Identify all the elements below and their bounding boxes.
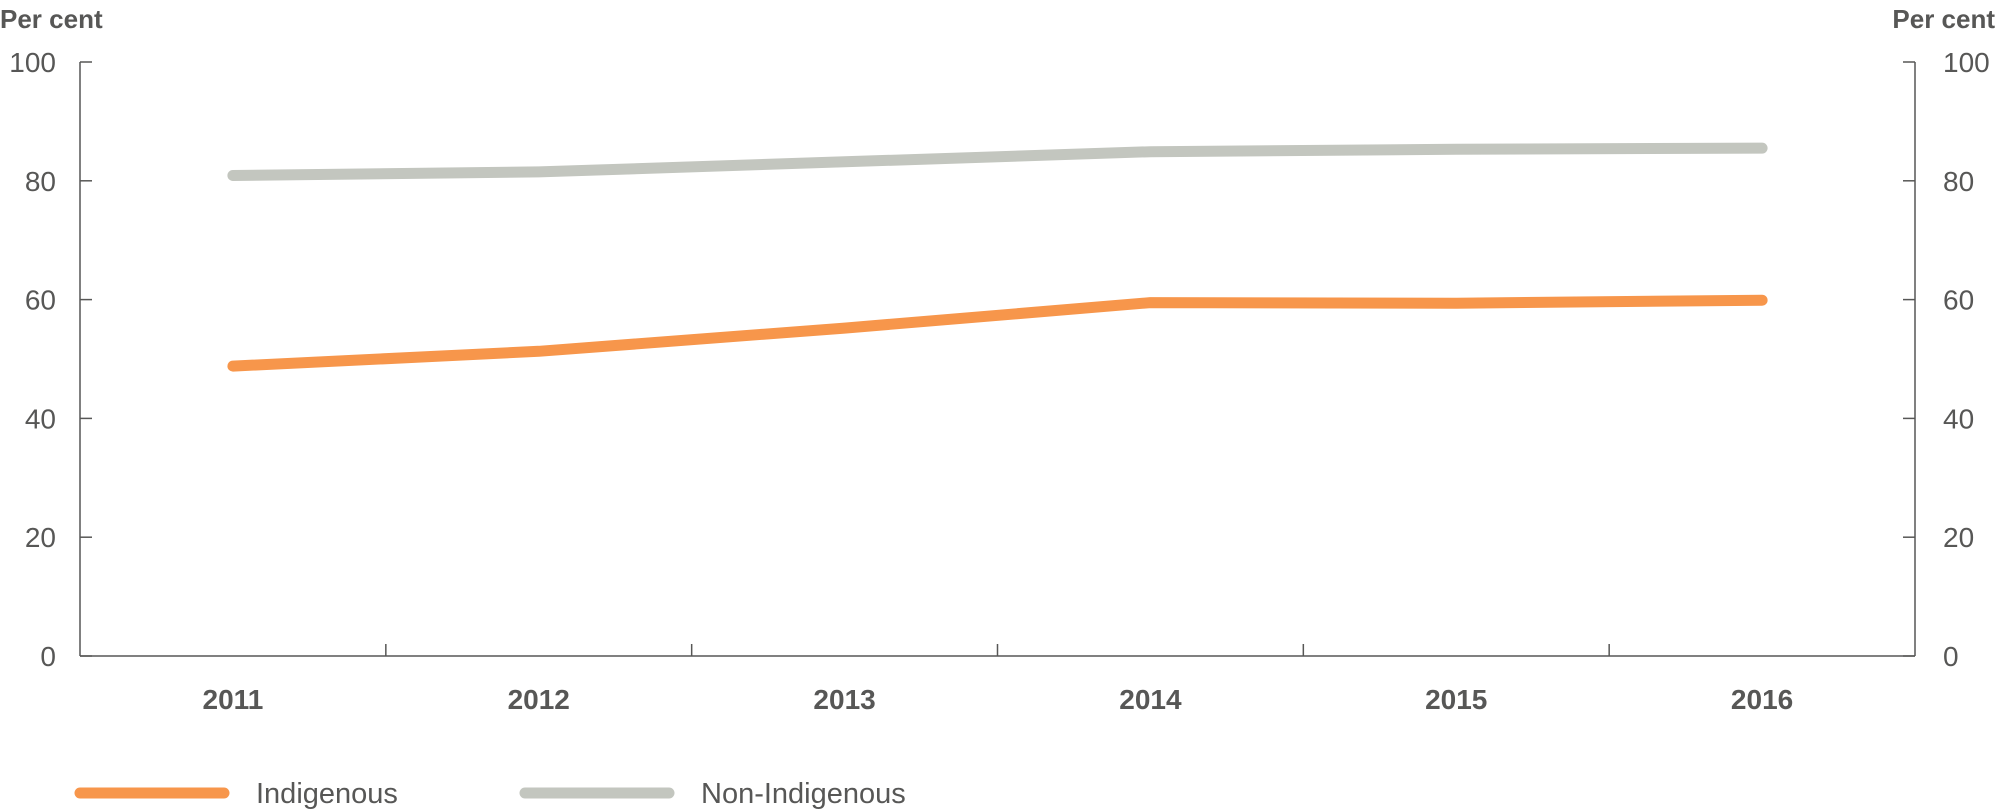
left-y-tick-label: 20 bbox=[25, 522, 56, 553]
x-tick-label: 2012 bbox=[508, 684, 570, 715]
x-tick-label: 2011 bbox=[203, 684, 264, 715]
x-tick-label: 2013 bbox=[813, 684, 875, 715]
axes bbox=[79, 61, 1916, 657]
left-y-tick-label: 40 bbox=[25, 403, 56, 434]
legend-label-indigenous: Indigenous bbox=[256, 778, 398, 810]
left-y-tick-label: 80 bbox=[25, 166, 56, 197]
series-lines bbox=[227, 142, 1768, 372]
series-line-indigenous bbox=[227, 294, 1768, 372]
tick-labels: 0 0 20 20 40 40 60 60 80 80 100 100 2011 2012 2013 2014… bbox=[9, 47, 1989, 715]
legend-label-non-indigenous: Non-Indigenous bbox=[701, 778, 906, 810]
right-y-tick-label: 0 bbox=[1943, 641, 1959, 672]
left-y-tick-label: 100 bbox=[9, 47, 56, 78]
x-tick-label: 2015 bbox=[1425, 684, 1487, 715]
left-y-tick-label: 60 bbox=[25, 285, 56, 316]
right-axis-title: Per cent bbox=[1892, 4, 1995, 34]
right-y-tick-label: 60 bbox=[1943, 285, 1974, 316]
left-axis-title: Per cent bbox=[0, 4, 103, 34]
legend: Indigenous Non-Indigenous bbox=[74, 778, 906, 810]
right-y-tick-label: 100 bbox=[1943, 47, 1990, 78]
x-tick-label: 2016 bbox=[1731, 684, 1793, 715]
right-y-tick-label: 40 bbox=[1943, 403, 1974, 434]
right-y-tick-label: 80 bbox=[1943, 166, 1974, 197]
right-y-tick-label: 20 bbox=[1943, 522, 1974, 553]
x-tick-label: 2014 bbox=[1119, 684, 1182, 715]
series-line-non-indigenous bbox=[227, 142, 1768, 181]
left-y-tick-label: 0 bbox=[40, 641, 56, 672]
